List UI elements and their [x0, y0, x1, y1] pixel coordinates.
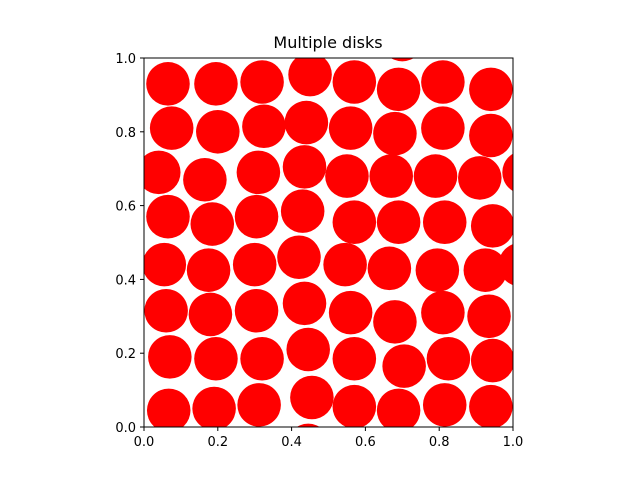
disk-25 — [186, 248, 231, 292]
disk-67 — [390, 58, 414, 62]
disk-64 — [421, 60, 465, 104]
disk-56 — [421, 106, 465, 150]
disk-11 — [286, 327, 330, 372]
disk-1 — [192, 386, 236, 427]
disk-45 — [325, 154, 369, 198]
disk-43 — [236, 150, 281, 195]
disk-15 — [470, 338, 513, 383]
disk-62 — [332, 60, 377, 104]
disk-18 — [234, 288, 279, 333]
plot-frame — [143, 57, 514, 428]
disk-5 — [376, 388, 421, 427]
x-tick-label: 0.8 — [429, 435, 450, 450]
disk-52 — [242, 104, 286, 149]
disk-50 — [149, 106, 194, 150]
disk-7 — [469, 384, 513, 427]
disk-66 — [148, 14, 192, 58]
y-tick-label: 0.0 — [115, 421, 136, 436]
disk-0 — [146, 388, 191, 427]
disk-55 — [373, 111, 417, 156]
y-tick-label: 1.0 — [115, 52, 136, 67]
disk-68 — [296, 423, 320, 427]
y-tick-label: 0.6 — [115, 200, 136, 215]
disk-24 — [144, 242, 187, 287]
disk-61 — [288, 58, 332, 97]
disk-6 — [422, 383, 467, 427]
x-axis: 0.0 0.2 0.4 0.6 0.8 1.0 — [134, 427, 524, 450]
disk-47 — [413, 154, 458, 198]
disk-14 — [426, 336, 471, 381]
disk-40 — [470, 204, 513, 248]
disk-19 — [282, 281, 327, 326]
disk-27 — [277, 235, 321, 280]
x-tick-label: 0.4 — [281, 435, 302, 450]
disk-42 — [183, 157, 227, 202]
disk-63 — [376, 67, 421, 112]
disk-28 — [323, 242, 367, 287]
disk-34 — [190, 202, 235, 246]
disk-4 — [332, 384, 377, 427]
disk-26 — [232, 242, 277, 287]
y-axis: 0.0 0.2 0.4 0.6 0.8 1.0 — [115, 52, 144, 436]
disk-59 — [194, 62, 238, 106]
disk-38 — [376, 200, 421, 244]
x-tick-label: 0.6 — [355, 435, 376, 450]
disk-10 — [240, 336, 284, 381]
disk-33 — [146, 194, 190, 239]
y-tick-label: 0.8 — [115, 126, 136, 141]
disk-39 — [422, 200, 467, 244]
disk-46 — [369, 154, 414, 198]
disk-60 — [240, 60, 284, 104]
disk-65 — [469, 67, 513, 112]
disk-12 — [332, 336, 377, 381]
disk-57 — [469, 113, 513, 158]
disk-3 — [290, 375, 334, 420]
x-tick-label: 0.2 — [207, 435, 228, 450]
disk-layer — [144, 14, 513, 427]
disk-17 — [188, 292, 233, 337]
disk-30 — [415, 248, 460, 292]
disk-13 — [382, 344, 426, 388]
disk-23 — [467, 294, 511, 339]
disk-29 — [367, 246, 412, 291]
y-tick-label: 0.4 — [115, 273, 136, 288]
x-tick-label: 1.0 — [503, 435, 524, 450]
disk-9 — [194, 336, 238, 381]
disk-8 — [148, 335, 192, 379]
disk-58 — [146, 62, 190, 106]
disk-53 — [284, 100, 329, 145]
disk-37 — [332, 200, 377, 244]
y-tick-label: 0.2 — [115, 347, 136, 362]
disk-22 — [421, 290, 465, 335]
disk-32 — [498, 244, 513, 286]
disk-44 — [282, 145, 327, 189]
disk-35 — [234, 194, 279, 239]
disk-21 — [373, 300, 417, 344]
disk-49 — [502, 153, 513, 192]
disk-51 — [196, 110, 240, 154]
disk-20 — [328, 290, 373, 335]
disk-2 — [237, 383, 281, 427]
disk-16 — [144, 288, 188, 333]
disk-54 — [328, 106, 373, 150]
chart-title: Multiple disks — [273, 33, 382, 52]
disk-41 — [144, 150, 181, 195]
x-tick-label: 0.0 — [134, 435, 155, 450]
disk-31 — [463, 248, 508, 292]
disk-48 — [458, 156, 502, 200]
disk-36 — [280, 189, 325, 233]
